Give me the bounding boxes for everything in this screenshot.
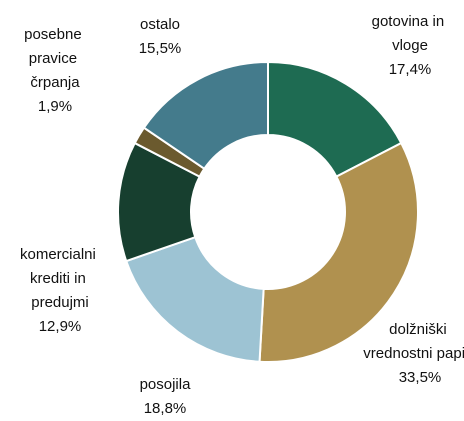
category-label: ostalo (140, 16, 180, 33)
category-label: dolžniški vrednostni papirji (363, 321, 464, 362)
value-label: 33,5% (399, 369, 442, 386)
donut-segment (142, 60, 269, 171)
value-label: 15,5% (139, 40, 182, 57)
category-label: posebne pravice črpanja (24, 26, 86, 91)
donut-segment (124, 235, 265, 363)
donut-segment (267, 60, 403, 178)
value-label: 18,8% (144, 400, 187, 417)
value-label: 12,9% (39, 318, 82, 335)
value-label: 17,4% (389, 61, 432, 78)
category-label: posojila (140, 376, 192, 393)
donut-segment (258, 141, 419, 363)
value-label: 1,9% (38, 98, 72, 115)
category-label: gotovina in vloge (372, 13, 449, 54)
category-label: komercialni krediti in predujmi (20, 246, 100, 311)
